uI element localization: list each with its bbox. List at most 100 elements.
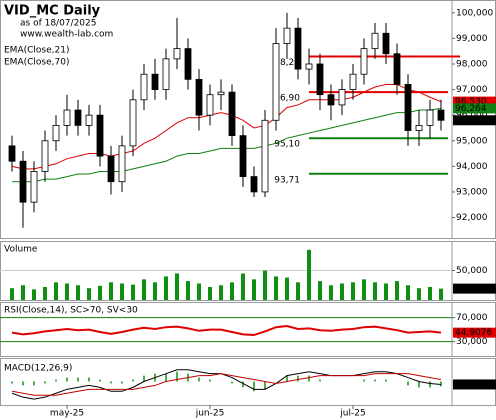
legend-label: EMA(Close,70) [4, 58, 69, 68]
candle-body [85, 114, 93, 126]
volume-bar [362, 279, 366, 300]
volume-bar [10, 288, 14, 300]
volume-bar [65, 283, 69, 300]
ema-line [11, 83, 442, 170]
candle-body [41, 140, 49, 172]
volume-bar [296, 282, 300, 300]
candle-body [173, 48, 181, 60]
volume-bar [219, 285, 223, 300]
last-value-box [453, 379, 496, 390]
candle-body [360, 48, 368, 75]
last-value-label: 95,800 [455, 116, 487, 126]
volume-bar [406, 285, 410, 300]
subtitle: as of 18/07/2025 [20, 19, 96, 29]
x-tick-label: jul-25 [339, 409, 365, 419]
candle-body [393, 53, 401, 85]
volume-bar [241, 273, 245, 300]
volume-bar [318, 281, 322, 300]
volume-bar [340, 283, 344, 300]
candle-body [272, 43, 280, 121]
volume-bar [164, 276, 168, 300]
volume-bar [417, 288, 421, 300]
candle-body [261, 119, 269, 193]
candle-body [426, 109, 434, 126]
last-value-label: 96,264 [455, 104, 487, 114]
volume-bar [252, 279, 256, 300]
volume-bar [197, 283, 201, 300]
candle-body [294, 27, 302, 70]
volume-bar [395, 281, 399, 300]
y-tick-label: 97,000 [456, 85, 488, 95]
candle-body [371, 32, 379, 50]
y-tick-label: 95,000 [456, 136, 488, 146]
volume-bar [32, 289, 36, 300]
y-tick-label: 94,000 [456, 162, 488, 172]
last-value-box [453, 327, 496, 338]
volume-bar [142, 279, 146, 300]
candle-body [404, 84, 412, 131]
candle-body [217, 91, 225, 96]
y-tick-label: 70,000 [456, 313, 488, 323]
candle-body [8, 145, 16, 162]
volume-bar [98, 285, 102, 300]
rsi-line [11, 324, 442, 337]
volume-bar [131, 284, 135, 300]
volume-bar [351, 282, 355, 300]
candle-body [316, 63, 324, 96]
legend-label: EMA(Close,21) [4, 46, 69, 56]
volume-bar [230, 282, 234, 300]
candle-body [206, 94, 214, 116]
volume-bar [76, 285, 80, 300]
macd-line [11, 369, 442, 400]
candle-body [338, 89, 346, 106]
candle-body [184, 48, 192, 80]
volume-bar [175, 273, 179, 300]
y-tick-label: 93,000 [456, 187, 488, 197]
candle-body [162, 58, 170, 90]
y-tick-label: 99,000 [456, 34, 488, 44]
level-label: 96,90 [274, 94, 300, 104]
volume-bar [274, 276, 278, 300]
last-value-box [453, 115, 496, 126]
candle-body [63, 109, 71, 126]
last-value-box [453, 96, 496, 107]
candle-body [415, 124, 423, 131]
last-value-box [453, 283, 496, 294]
candle-body [283, 27, 291, 44]
last-value-label: -0,1508 [455, 380, 490, 390]
source: www.wealth-lab.com [20, 30, 113, 40]
y-tick-label: 30,000 [456, 337, 488, 347]
y-tick-label: 98,000 [456, 59, 488, 69]
candle-body [195, 78, 203, 116]
candle-body [52, 124, 60, 142]
candle-body [118, 145, 126, 183]
last-value-label: 96,530 [455, 97, 487, 107]
pane-title: Volume [4, 245, 38, 255]
candle-body [140, 73, 148, 101]
macd-line [11, 373, 442, 396]
candle-body [151, 73, 159, 90]
volume-bar [384, 283, 388, 300]
y-tick-label: 50,000 [456, 266, 488, 276]
candle-body [305, 63, 313, 70]
volume-bar [208, 287, 212, 300]
volume-bar [120, 283, 124, 300]
ema-line [12, 107, 442, 183]
pane-title: MACD(12,26,9) [4, 364, 72, 374]
x-tick-label: jun-25 [195, 409, 225, 419]
volume-bar [285, 277, 289, 300]
y-tick-label: 92,000 [456, 213, 488, 223]
candle-body [327, 94, 335, 106]
level-label: 98,29 [274, 58, 300, 68]
volume-bar [54, 282, 58, 300]
candle-body [349, 73, 357, 90]
volume-bar [186, 281, 190, 300]
last-value-label: 44,9076 [455, 328, 492, 338]
y-tick-label: 100,000 [456, 8, 493, 18]
pane-title: RSI(Close,14), SC>70, SV<30 [4, 306, 138, 316]
level-label: 95,10 [274, 140, 300, 150]
candle-body [30, 171, 38, 203]
volume-bar [21, 285, 25, 300]
volume-bar [439, 288, 443, 300]
